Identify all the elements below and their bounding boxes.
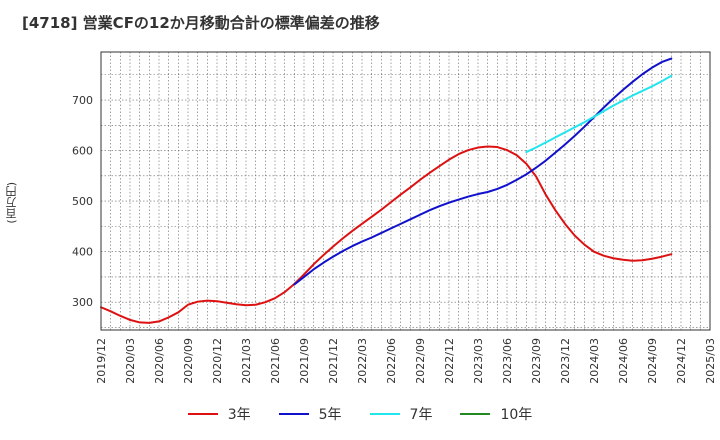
series-line-1 <box>100 145 673 324</box>
y-tick-label: 700 <box>72 94 93 107</box>
x-tick-label: 2019/12 <box>95 338 108 384</box>
x-tick-label: 2023/09 <box>530 338 543 384</box>
x-tick-label: 2023/12 <box>559 338 572 384</box>
x-tick-label: 2022/03 <box>356 338 369 384</box>
x-tick-label: 2024/03 <box>588 338 601 384</box>
x-tick-label: 2023/03 <box>472 338 485 384</box>
x-tick-label: 2024/09 <box>646 338 659 384</box>
legend: 3年 5年 7年 10年 <box>0 404 720 424</box>
legend-item: 3年 <box>187 404 251 424</box>
x-tick-label: 2021/09 <box>298 338 311 384</box>
x-tick-label: 2021/06 <box>269 338 282 384</box>
x-tick-label: 2024/06 <box>617 338 630 384</box>
legend-swatch <box>187 413 218 415</box>
y-tick-label: 500 <box>72 195 93 208</box>
legend-swatch <box>278 413 309 415</box>
legend-label: 7年 <box>409 407 433 423</box>
legend-swatch <box>369 413 400 415</box>
chart-title: [4718] 営業CFの12か月移動合計の標準偏差の推移 <box>22 14 380 32</box>
series-lines <box>100 57 673 324</box>
legend-item: 7年 <box>369 404 433 424</box>
legend-label: 10年 <box>500 407 533 423</box>
y-tick-label: 400 <box>72 246 93 259</box>
legend-item: 10年 <box>460 404 532 424</box>
x-tick-label: 2020/12 <box>211 338 224 384</box>
legend-item: 5年 <box>278 404 342 424</box>
legend-label: 3年 <box>227 407 251 423</box>
x-tick-label: 2022/06 <box>385 338 398 384</box>
x-tick-label: 2020/09 <box>182 338 195 384</box>
x-tick-label: 2025/03 <box>704 338 717 384</box>
y-tick-label: 600 <box>72 145 93 158</box>
series-line-2 <box>293 57 673 286</box>
grid-lines <box>101 52 710 330</box>
tick-labels: 300 400 500 600 700 2019/12 2020/03 2020/06 2020… <box>72 94 717 384</box>
x-tick-label: 2023/06 <box>501 338 514 384</box>
x-tick-label: 2020/03 <box>124 338 137 384</box>
x-tick-label: 2022/12 <box>443 338 456 384</box>
x-tick-label: 2022/09 <box>414 338 427 384</box>
y-tick-label: 300 <box>72 296 93 309</box>
x-tick-label: 2021/03 <box>240 338 253 384</box>
legend-swatch <box>460 413 491 415</box>
x-tick-label: 2021/12 <box>327 338 340 384</box>
x-tick-label: 2024/12 <box>675 338 688 384</box>
x-tick-label: 2020/06 <box>153 338 166 384</box>
series-line-3 <box>525 74 673 154</box>
legend-label: 5年 <box>318 407 342 423</box>
plot-frame <box>100 51 711 331</box>
